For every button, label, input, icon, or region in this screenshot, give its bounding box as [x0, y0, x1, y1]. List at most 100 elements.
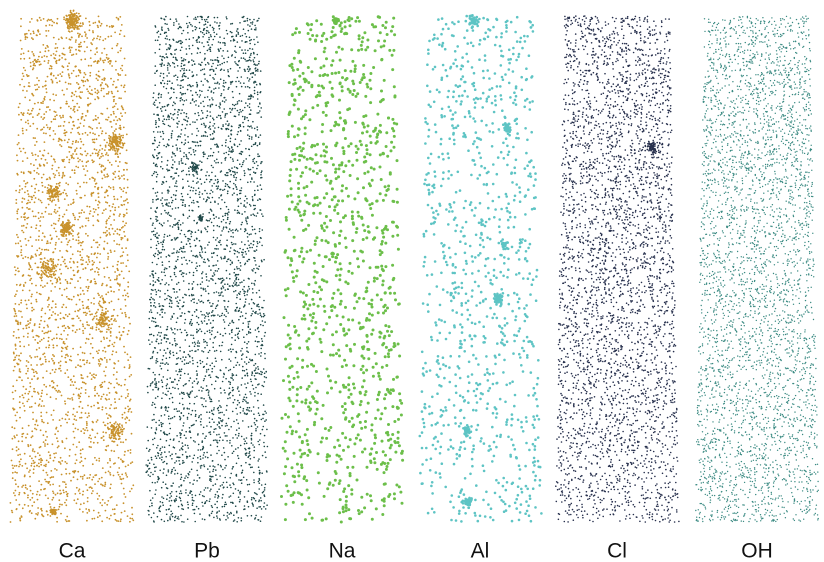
atom — [87, 497, 89, 499]
atom — [220, 208, 222, 210]
atom — [51, 25, 53, 27]
atom — [26, 37, 28, 39]
atom — [110, 121, 112, 123]
atom — [125, 162, 127, 164]
atom — [246, 117, 248, 119]
atom — [67, 334, 69, 336]
atom — [108, 302, 110, 304]
atom — [31, 430, 33, 432]
atom — [260, 374, 262, 376]
atom — [109, 26, 111, 28]
atom — [113, 147, 115, 149]
atom — [170, 511, 172, 513]
atom — [117, 141, 119, 143]
atom — [106, 54, 108, 56]
atom — [58, 445, 60, 447]
atom — [244, 211, 246, 213]
atom — [225, 289, 227, 291]
atom — [30, 444, 32, 446]
atom — [103, 302, 105, 304]
atom — [127, 286, 129, 288]
atom — [147, 426, 149, 428]
atom — [97, 419, 99, 421]
atom — [89, 487, 91, 489]
atom — [189, 48, 191, 50]
atom — [103, 96, 105, 98]
atom — [120, 441, 122, 443]
atom — [40, 464, 42, 466]
atom — [244, 375, 246, 377]
atom — [207, 21, 209, 23]
atom — [147, 460, 149, 462]
atom — [252, 385, 254, 387]
atom — [201, 273, 203, 275]
atom — [210, 218, 212, 220]
atom — [124, 384, 126, 386]
atom — [33, 95, 35, 97]
atom — [230, 502, 232, 504]
atom — [66, 22, 68, 24]
atom — [55, 242, 57, 244]
atom — [50, 477, 52, 479]
atom — [183, 301, 185, 303]
atom — [75, 39, 77, 41]
atom — [105, 432, 107, 434]
atom — [44, 186, 46, 188]
atom — [124, 352, 126, 354]
atom — [77, 119, 79, 121]
atom — [19, 461, 21, 463]
atom — [187, 180, 189, 182]
atom — [48, 60, 50, 62]
atom — [259, 373, 261, 375]
atom — [225, 99, 227, 101]
atom — [125, 316, 127, 318]
atom — [107, 93, 109, 95]
atom — [73, 121, 75, 123]
atom — [23, 180, 25, 182]
atom — [166, 338, 168, 340]
atom — [248, 71, 250, 73]
atom — [41, 390, 43, 392]
atom — [96, 267, 98, 269]
atom — [53, 347, 55, 349]
atom — [31, 378, 33, 380]
atom — [36, 273, 38, 275]
atom — [155, 384, 157, 386]
atom — [109, 143, 111, 145]
atom — [166, 341, 168, 343]
atom — [206, 276, 208, 278]
atom — [179, 249, 181, 251]
atom — [37, 155, 39, 157]
atom — [102, 431, 104, 433]
atom — [40, 261, 42, 263]
atom — [29, 511, 31, 513]
atom — [114, 279, 116, 281]
atom — [29, 499, 31, 501]
atom — [32, 116, 34, 118]
atom — [31, 505, 33, 507]
atom — [51, 414, 53, 416]
atom — [156, 195, 158, 197]
atom — [169, 255, 171, 257]
atom — [197, 362, 199, 364]
atom — [126, 212, 128, 214]
atom — [53, 223, 55, 225]
atom — [121, 115, 123, 117]
atom — [75, 470, 77, 472]
atom — [116, 371, 118, 373]
atom — [71, 397, 73, 399]
atom — [223, 287, 225, 289]
atom — [47, 127, 49, 129]
atom — [86, 182, 88, 184]
atom — [97, 352, 99, 354]
atom — [181, 257, 183, 259]
atom — [39, 150, 41, 152]
atom — [53, 274, 55, 276]
atom — [74, 415, 76, 417]
atom — [223, 80, 225, 82]
atom — [215, 308, 217, 310]
atom — [41, 280, 43, 282]
atom — [39, 359, 41, 361]
atom — [47, 153, 49, 155]
atom — [96, 78, 98, 80]
